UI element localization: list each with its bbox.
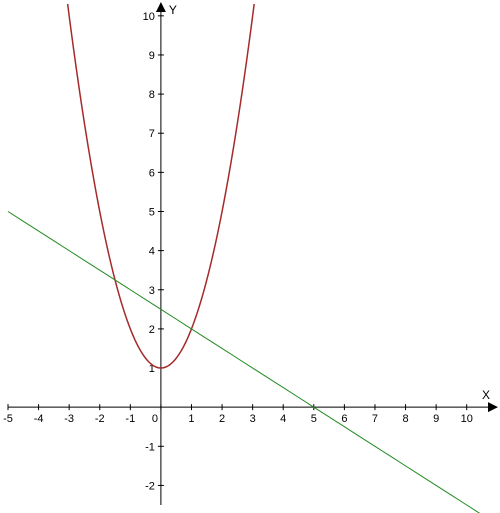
y-tick-label: 3 <box>149 285 155 297</box>
x-tick-label: 6 <box>341 413 347 425</box>
x-tick-label: -2 <box>95 413 105 425</box>
x-tick-label: -1 <box>125 413 135 425</box>
x-tick-label: 4 <box>280 413 286 425</box>
y-tick-label: 8 <box>149 89 155 101</box>
chart-canvas: XY-5-4-3-2-1012345678910-2-112345678910 <box>0 0 500 513</box>
x-tick-label: 1 <box>188 413 194 425</box>
y-tick-label: -2 <box>145 480 155 492</box>
x-tick-label: 8 <box>402 413 408 425</box>
x-tick-label: 0 <box>152 413 158 425</box>
y-tick-label: -1 <box>145 441 155 453</box>
x-tick-label: 2 <box>219 413 225 425</box>
y-axis-arrow <box>156 2 166 12</box>
x-tick-label: -4 <box>34 413 44 425</box>
x-tick-label: 7 <box>372 413 378 425</box>
x-tick-label: 10 <box>461 413 473 425</box>
y-tick-label: 10 <box>143 11 155 23</box>
x-axis-arrow <box>488 402 498 412</box>
x-tick-label: -5 <box>3 413 13 425</box>
y-tick-label: 2 <box>149 324 155 336</box>
x-tick-label: 3 <box>250 413 256 425</box>
x-tick-label: -3 <box>64 413 74 425</box>
x-tick-label: 9 <box>433 413 439 425</box>
y-tick-label: 4 <box>149 246 155 258</box>
series-line <box>8 212 482 513</box>
x-tick-label: 5 <box>311 413 317 425</box>
y-tick-label: 6 <box>149 167 155 179</box>
y-tick-label: 7 <box>149 128 155 140</box>
x-axis-label: X <box>482 388 490 402</box>
y-tick-label: 5 <box>149 206 155 218</box>
y-tick-label: 9 <box>149 50 155 62</box>
y-axis-label: Y <box>169 3 177 17</box>
